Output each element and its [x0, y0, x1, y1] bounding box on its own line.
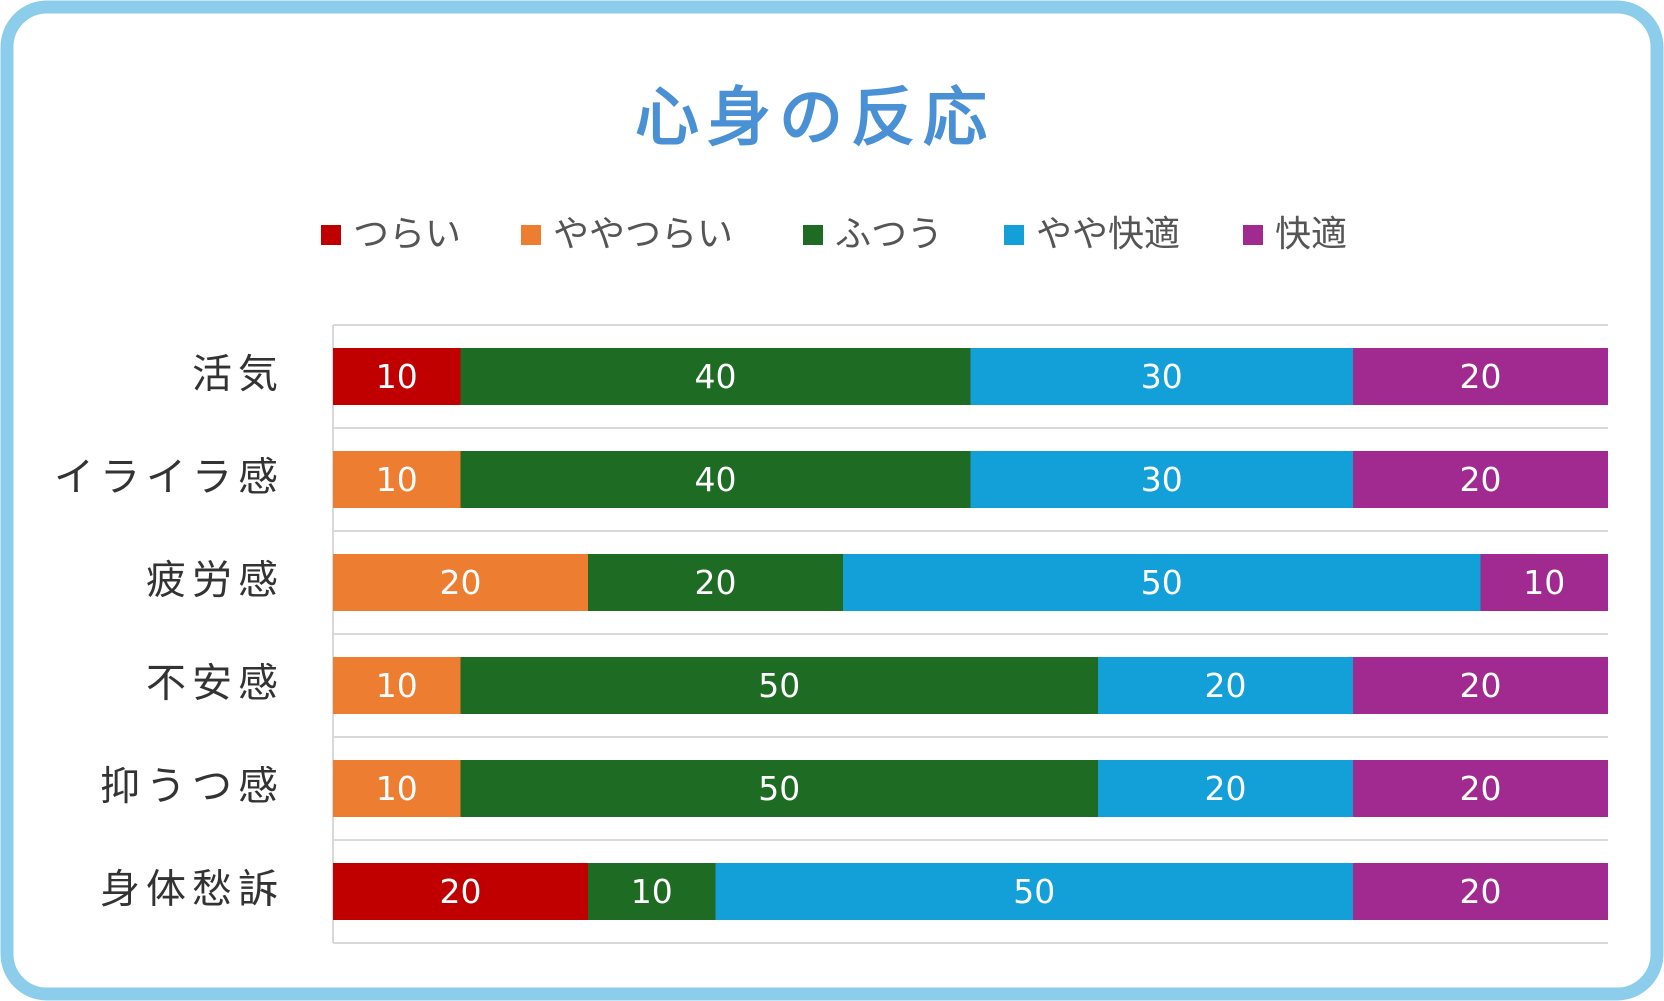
bar-segment [970, 348, 1353, 405]
category-label: 身体愁訴 [100, 867, 284, 913]
legend-swatch [1004, 225, 1024, 245]
data-label: 20 [1460, 769, 1502, 808]
data-label: 10 [376, 666, 418, 705]
bar-segment [970, 451, 1353, 508]
bar-segment [1098, 657, 1353, 714]
bar-segment [333, 451, 461, 508]
data-label: 10 [1523, 563, 1565, 602]
category-label: イライラ感 [54, 455, 284, 501]
chart-title: 心身の反応 [635, 82, 995, 156]
category-label: 抑うつ感 [100, 764, 284, 810]
legend-swatch [321, 225, 341, 245]
legend-swatch [1243, 225, 1263, 245]
bar-segment [843, 554, 1481, 611]
data-label: 20 [440, 563, 482, 602]
data-label: 50 [1013, 872, 1055, 911]
legend-label: やや快適 [1036, 214, 1180, 255]
data-label: 20 [695, 563, 737, 602]
bar-segment [1353, 657, 1608, 714]
legend-label: ふつう [835, 214, 943, 255]
bar-segment [333, 348, 461, 405]
data-label: 20 [1205, 666, 1247, 705]
bar-segment [1353, 863, 1608, 920]
bar-segment [333, 554, 588, 611]
bar-segment [460, 348, 971, 405]
legend-swatch [803, 225, 823, 245]
category-label: 活気 [192, 352, 284, 398]
data-label: 50 [758, 666, 800, 705]
bar-segment [1098, 760, 1353, 817]
bar-segment [333, 657, 461, 714]
data-label: 20 [1460, 872, 1502, 911]
data-label: 20 [1460, 460, 1502, 499]
bar-segment [588, 554, 843, 611]
bar-segment [460, 760, 1098, 817]
data-label: 50 [758, 769, 800, 808]
data-label: 10 [631, 872, 673, 911]
data-label: 40 [695, 357, 737, 396]
bar-segment [1480, 554, 1608, 611]
bar-segment [1353, 451, 1608, 508]
data-label: 20 [1460, 357, 1502, 396]
data-label: 50 [1141, 563, 1183, 602]
data-label: 10 [376, 460, 418, 499]
bar-segment [715, 863, 1353, 920]
data-label: 20 [1205, 769, 1247, 808]
legend-label: つらい [353, 214, 461, 255]
bar-segment [333, 760, 461, 817]
data-label: 40 [695, 460, 737, 499]
bar-segment [333, 863, 588, 920]
category-label: 不安感 [146, 661, 284, 707]
bar-segment [1353, 348, 1608, 405]
legend-swatch [521, 225, 541, 245]
data-label: 20 [1460, 666, 1502, 705]
bar-segment [460, 451, 971, 508]
legend-label: 快適 [1275, 214, 1347, 255]
legend-label: ややつらい [553, 214, 733, 255]
data-label: 20 [440, 872, 482, 911]
data-label: 30 [1141, 357, 1183, 396]
data-label: 10 [376, 357, 418, 396]
bar-segment [460, 657, 1098, 714]
bar-segment [588, 863, 716, 920]
data-label: 30 [1141, 460, 1183, 499]
category-label: 疲労感 [146, 558, 284, 604]
data-label: 10 [376, 769, 418, 808]
bar-segment [1353, 760, 1608, 817]
